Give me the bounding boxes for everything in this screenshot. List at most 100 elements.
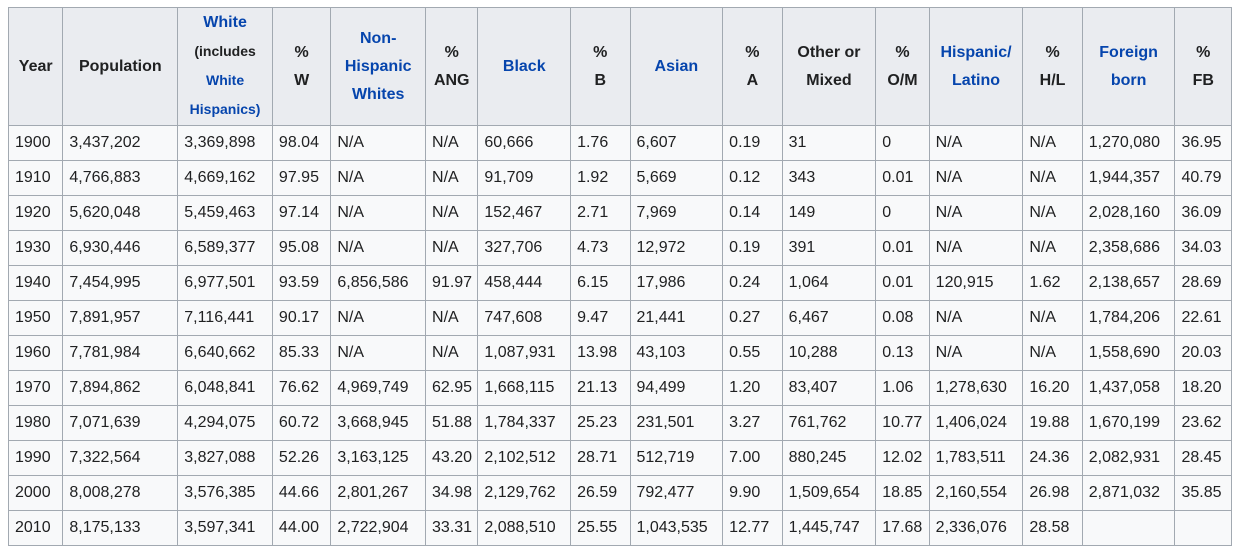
table-row: 1920 5,620,048 5,459,463 97.14 N/A N/A 152,467… xyxy=(7,195,1232,231)
cell-non-hispanic-whites: 3,668,945 xyxy=(330,405,427,441)
cell-pct-om: 0.08 xyxy=(875,300,930,336)
cell-pct-b: 9.47 xyxy=(570,300,631,336)
cell-pct-ang: 34.98 xyxy=(425,475,479,511)
asian-link[interactable]: Asian xyxy=(654,57,699,75)
cell-pct-ang: N/A xyxy=(425,300,479,336)
black-link[interactable]: Black xyxy=(502,57,546,75)
cell-non-hispanic-whites: 2,722,904 xyxy=(330,510,427,546)
table-row: 1900 3,437,202 3,369,898 98.04 N/A N/A 60,666 1… xyxy=(7,125,1232,161)
hispanic-latino-link[interactable]: Hispanic/Latino xyxy=(940,43,1012,89)
cell-pct-b: 25.23 xyxy=(570,405,631,441)
header-hispanic-latino: Hispanic/Latino xyxy=(928,7,1024,126)
cell-pct-fb: 40.79 xyxy=(1174,160,1232,196)
cell-pct-w: 44.66 xyxy=(271,475,332,511)
cell-white: 3,369,898 xyxy=(177,125,273,161)
cell-year: 1910 xyxy=(7,160,64,196)
header-other-or-mixed: Other or Mixed xyxy=(781,7,877,126)
cell-other-or-mixed: 83,407 xyxy=(781,370,877,406)
cell-pct-fb: 28.45 xyxy=(1174,440,1232,476)
cell-pct-om: 0.01 xyxy=(875,265,930,301)
cell-hispanic-latino: N/A xyxy=(928,230,1024,266)
cell-hispanic-latino: 120,915 xyxy=(928,265,1024,301)
cell-black: 2,088,510 xyxy=(477,510,572,546)
cell-other-or-mixed: 343 xyxy=(781,160,877,196)
cell-black: 747,608 xyxy=(477,300,572,336)
cell-foreign-born: 1,270,080 xyxy=(1081,125,1176,161)
cell-pct-w: 95.08 xyxy=(271,230,332,266)
table-row: 1980 7,071,639 4,294,075 60.72 3,668,945 51.8… xyxy=(7,405,1232,441)
header-pct-ang: % ANG xyxy=(425,7,479,126)
cell-hispanic-latino: N/A xyxy=(928,300,1024,336)
cell-non-hispanic-whites: N/A xyxy=(330,335,427,371)
cell-year: 1980 xyxy=(7,405,64,441)
header-black: Black xyxy=(477,7,572,126)
cell-pct-b: 21.13 xyxy=(570,370,631,406)
cell-hispanic-latino: N/A xyxy=(928,160,1024,196)
cell-pct-hl: N/A xyxy=(1022,335,1083,371)
cell-foreign-born: 1,944,357 xyxy=(1081,160,1176,196)
cell-pct-ang: N/A xyxy=(425,230,479,266)
cell-pct-b: 28.71 xyxy=(570,440,631,476)
cell-black: 152,467 xyxy=(477,195,572,231)
cell-pct-w: 97.14 xyxy=(271,195,332,231)
cell-pct-a: 3.27 xyxy=(722,405,783,441)
cell-population: 7,454,995 xyxy=(62,265,179,301)
cell-population: 3,437,202 xyxy=(62,125,179,161)
cell-population: 7,781,984 xyxy=(62,335,179,371)
cell-population: 7,071,639 xyxy=(62,405,179,441)
cell-black: 91,709 xyxy=(477,160,572,196)
cell-population: 7,322,564 xyxy=(62,440,179,476)
cell-white: 3,827,088 xyxy=(177,440,273,476)
cell-other-or-mixed: 1,509,654 xyxy=(781,475,877,511)
cell-hispanic-latino: N/A xyxy=(928,195,1024,231)
header-white: White (includes White Hispanics) xyxy=(177,7,273,126)
cell-pct-fb xyxy=(1174,510,1232,546)
cell-pct-om: 18.85 xyxy=(875,475,930,511)
cell-year: 2000 xyxy=(7,475,64,511)
cell-asian: 6,607 xyxy=(629,125,724,161)
cell-black: 2,102,512 xyxy=(477,440,572,476)
cell-pct-b: 25.55 xyxy=(570,510,631,546)
cell-pct-ang: 62.95 xyxy=(425,370,479,406)
cell-asian: 7,969 xyxy=(629,195,724,231)
cell-black: 1,087,931 xyxy=(477,335,572,371)
cell-population: 8,008,278 xyxy=(62,475,179,511)
cell-white: 6,589,377 xyxy=(177,230,273,266)
cell-pct-a: 9.90 xyxy=(722,475,783,511)
cell-pct-hl: 16.20 xyxy=(1022,370,1083,406)
header-asian: Asian xyxy=(629,7,724,126)
cell-pct-ang: 43.20 xyxy=(425,440,479,476)
cell-white: 6,048,841 xyxy=(177,370,273,406)
cell-hispanic-latino: 1,278,630 xyxy=(928,370,1024,406)
cell-pct-hl: 26.98 xyxy=(1022,475,1083,511)
cell-asian: 512,719 xyxy=(629,440,724,476)
non-hispanic-whites-link[interactable]: Non- Hispanic Whites xyxy=(344,29,412,103)
white-hispanics-link[interactable]: White Hispanics) xyxy=(189,72,261,117)
table-row: 2010 8,175,133 3,597,341 44.00 2,722,904 33.3… xyxy=(7,510,1232,546)
cell-pct-w: 98.04 xyxy=(271,125,332,161)
header-population: Population xyxy=(62,7,179,126)
cell-black: 60,666 xyxy=(477,125,572,161)
table-row: 1930 6,930,446 6,589,377 95.08 N/A N/A 327,706… xyxy=(7,230,1232,266)
cell-foreign-born: 2,082,931 xyxy=(1081,440,1176,476)
cell-pct-ang: N/A xyxy=(425,335,479,371)
cell-pct-w: 97.95 xyxy=(271,160,332,196)
cell-hispanic-latino: 1,783,511 xyxy=(928,440,1024,476)
cell-pct-ang: 51.88 xyxy=(425,405,479,441)
white-link[interactable]: White xyxy=(203,14,247,31)
header-year: Year xyxy=(7,7,64,126)
cell-asian: 5,669 xyxy=(629,160,724,196)
cell-pct-om: 0 xyxy=(875,125,930,161)
cell-other-or-mixed: 761,762 xyxy=(781,405,877,441)
cell-asian: 21,441 xyxy=(629,300,724,336)
cell-hispanic-latino: 1,406,024 xyxy=(928,405,1024,441)
foreign-born-link[interactable]: Foreign born xyxy=(1099,43,1158,89)
cell-pct-w: 90.17 xyxy=(271,300,332,336)
cell-asian: 94,499 xyxy=(629,370,724,406)
cell-pct-ang: N/A xyxy=(425,125,479,161)
cell-pct-om: 0 xyxy=(875,195,930,231)
table-container: Year Population White (includes White His… xyxy=(7,7,1232,546)
cell-year: 1990 xyxy=(7,440,64,476)
cell-pct-b: 1.76 xyxy=(570,125,631,161)
cell-other-or-mixed: 1,064 xyxy=(781,265,877,301)
